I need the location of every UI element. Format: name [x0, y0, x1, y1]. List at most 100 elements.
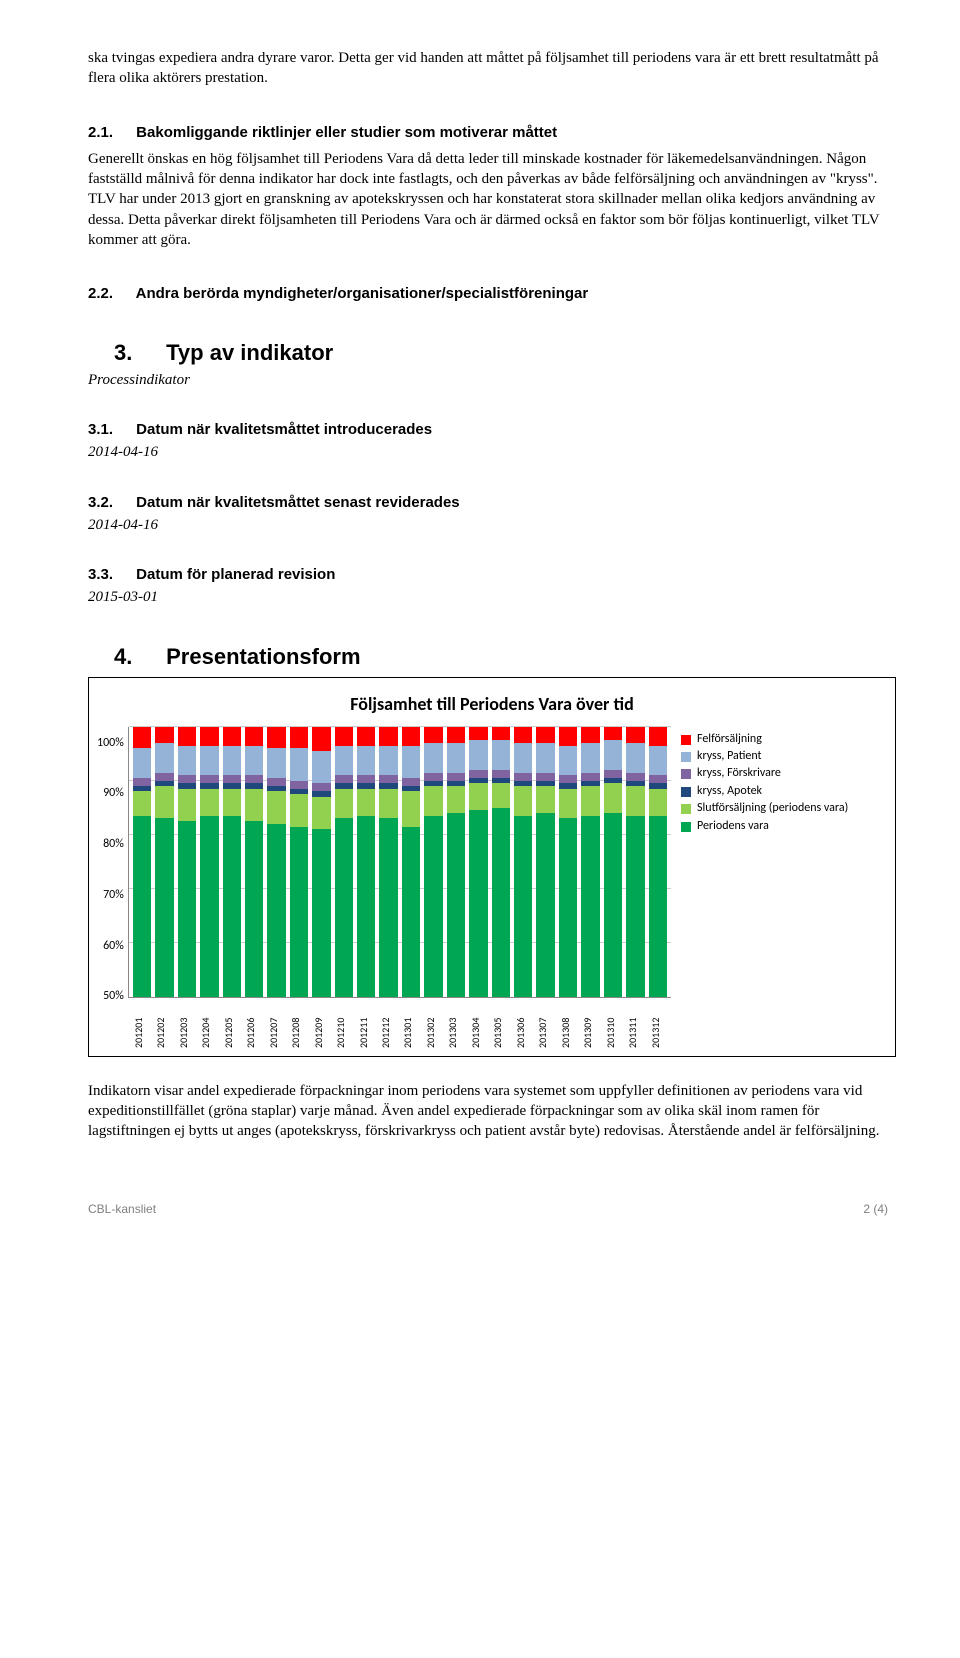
bar-column [245, 727, 263, 997]
section-number: 4. [114, 642, 160, 672]
bar-column [604, 727, 622, 997]
bar-segment-periodens_vara [469, 810, 487, 996]
bar-segment-periodens_vara [626, 816, 644, 997]
section-3-subtitle: Processindikator [88, 370, 888, 390]
bar-segment-felforsaljning [178, 727, 196, 746]
bar-segment-kryss_forskrivare [357, 775, 375, 783]
bar-segment-kryss_forskrivare [559, 775, 577, 783]
bar-column [267, 727, 285, 997]
legend-item: Slutförsäljning (periodens vara) [681, 801, 887, 815]
bar-segment-slutforsaljning [335, 789, 353, 819]
bar-column [447, 727, 465, 997]
bar-segment-kryss_patient [649, 746, 667, 776]
section-3-heading: 3. Typ av indikator [114, 338, 888, 368]
bar-segment-kryss_forskrivare [469, 770, 487, 778]
section-title: Typ av indikator [166, 340, 333, 365]
x-tick-label: 201201 [132, 1002, 150, 1048]
section-2-1-body: Generellt önskas en hög följsamhet till … [88, 149, 888, 250]
bar-segment-felforsaljning [559, 727, 577, 746]
chart-container: Följsamhet till Periodens Vara över tid … [88, 677, 896, 1056]
bar-segment-kryss_forskrivare [626, 773, 644, 781]
x-tick-label: 201203 [177, 1002, 195, 1048]
legend-swatch [681, 752, 691, 762]
chart-y-axis: 50%60%70%80%90%100% [97, 727, 128, 997]
x-tick-label: 201211 [357, 1002, 375, 1048]
section-title: Bakomliggande riktlinjer eller studier s… [136, 124, 557, 141]
legend-swatch [681, 822, 691, 832]
footer-left: CBL-kansliet [88, 1201, 156, 1217]
x-tick-label: 201306 [514, 1002, 532, 1048]
bar-segment-felforsaljning [402, 727, 420, 746]
bar-segment-kryss_patient [581, 743, 599, 773]
legend-swatch [681, 804, 691, 814]
bar-segment-kryss_forskrivare [267, 778, 285, 786]
bar-segment-periodens_vara [536, 813, 554, 997]
bar-column [581, 727, 599, 997]
x-tick-label: 201207 [267, 1002, 285, 1048]
bar-column [492, 727, 510, 997]
bar-segment-kryss_forskrivare [424, 773, 442, 781]
bar-segment-slutforsaljning [357, 789, 375, 816]
bar-column [469, 727, 487, 997]
bar-segment-kryss_patient [335, 746, 353, 776]
x-tick-label: 201304 [469, 1002, 487, 1048]
bar-segment-kryss_forskrivare [312, 783, 330, 791]
bar-segment-felforsaljning [514, 727, 532, 743]
x-tick-label: 201307 [536, 1002, 554, 1048]
section-number: 3.3. [88, 565, 132, 585]
legend-item: kryss, Apotek [681, 784, 887, 798]
legend-label: Periodens vara [697, 819, 769, 833]
bar-segment-kryss_forskrivare [379, 775, 397, 783]
bar-segment-periodens_vara [155, 818, 173, 996]
bar-segment-felforsaljning [223, 727, 241, 746]
bar-segment-slutforsaljning [178, 789, 196, 821]
bar-segment-felforsaljning [245, 727, 263, 746]
bar-segment-kryss_patient [424, 743, 442, 773]
bar-segment-kryss_forskrivare [245, 775, 263, 783]
legend-label: kryss, Patient [697, 749, 762, 763]
bar-column [290, 727, 308, 997]
bar-segment-kryss_forskrivare [581, 773, 599, 781]
legend-item: Periodens vara [681, 819, 887, 833]
bar-segment-slutforsaljning [424, 786, 442, 816]
bar-segment-slutforsaljning [133, 791, 151, 815]
bar-segment-periodens_vara [492, 808, 510, 997]
bar-segment-slutforsaljning [559, 789, 577, 819]
legend-swatch [681, 787, 691, 797]
bar-column [335, 727, 353, 997]
section-title: Datum när kvalitetsmåttet senast revider… [136, 494, 459, 511]
bar-segment-kryss_forskrivare [604, 770, 622, 778]
bar-column [626, 727, 644, 997]
bar-segment-slutforsaljning [245, 789, 263, 821]
bar-segment-felforsaljning [379, 727, 397, 746]
bar-segment-slutforsaljning [312, 797, 330, 829]
chart-plot-area [128, 727, 671, 998]
bar-segment-periodens_vara [290, 827, 308, 997]
y-tick-label: 70% [97, 887, 124, 903]
page-footer: CBL-kansliet 2 (4) [88, 1201, 888, 1217]
bar-segment-kryss_patient [200, 746, 218, 776]
bar-segment-slutforsaljning [514, 786, 532, 816]
bar-segment-periodens_vara [402, 827, 420, 997]
bar-segment-felforsaljning [492, 727, 510, 741]
bar-column [379, 727, 397, 997]
legend-label: Felförsäljning [697, 732, 762, 746]
bar-column [357, 727, 375, 997]
bar-column [155, 727, 173, 997]
x-tick-label: 201302 [424, 1002, 442, 1048]
bar-segment-kryss_patient [178, 746, 196, 776]
bar-column [133, 727, 151, 997]
x-tick-label: 201312 [649, 1002, 667, 1048]
bar-column [424, 727, 442, 997]
section-title: Datum för planerad revision [136, 566, 335, 583]
bar-segment-kryss_patient [604, 740, 622, 770]
bar-segment-kryss_forskrivare [223, 775, 241, 783]
x-tick-label: 201303 [446, 1002, 464, 1048]
bar-segment-kryss_forskrivare [492, 770, 510, 778]
bar-segment-kryss_forskrivare [402, 778, 420, 786]
chart-title: Följsamhet till Periodens Vara över tid [97, 692, 887, 716]
chart-legend: Felförsäljningkryss, Patientkryss, Försk… [671, 727, 887, 1048]
bar-segment-felforsaljning [267, 727, 285, 749]
bar-segment-felforsaljning [290, 727, 308, 749]
bar-segment-kryss_patient [155, 743, 173, 773]
